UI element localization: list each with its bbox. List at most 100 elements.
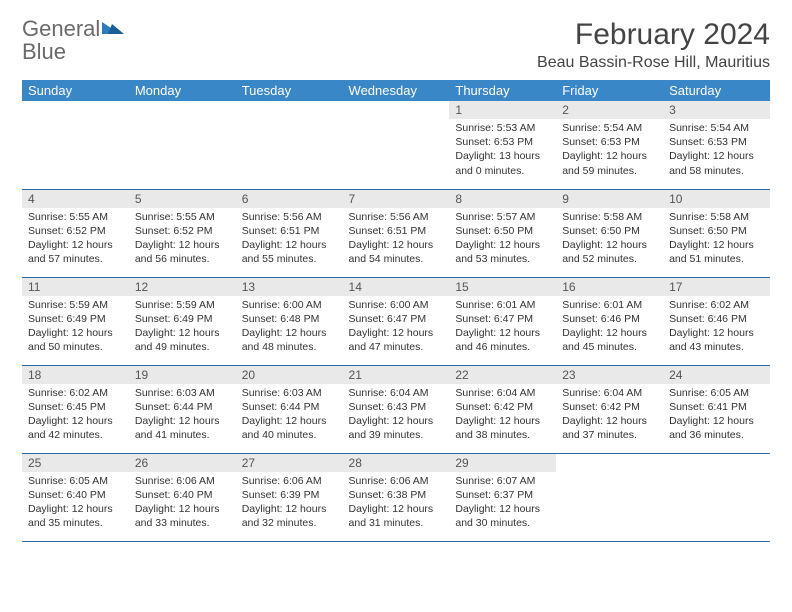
day-number: 24 — [663, 366, 770, 384]
calendar-cell: 12Sunrise: 5:59 AMSunset: 6:49 PMDayligh… — [129, 277, 236, 365]
sunrise-text: Sunrise: 6:07 AM — [455, 474, 550, 488]
calendar-cell-empty: .. — [343, 101, 450, 189]
weekday-header: Monday — [129, 80, 236, 101]
day-number: 17 — [663, 278, 770, 296]
sunrise-text: Sunrise: 5:55 AM — [28, 210, 123, 224]
sunrise-text: Sunrise: 5:54 AM — [562, 121, 657, 135]
calendar-cell: 25Sunrise: 6:05 AMSunset: 6:40 PMDayligh… — [22, 453, 129, 541]
weekday-header-row: SundayMondayTuesdayWednesdayThursdayFrid… — [22, 80, 770, 101]
day-details: Sunrise: 6:05 AMSunset: 6:40 PMDaylight:… — [22, 472, 129, 535]
day-details: Sunrise: 6:01 AMSunset: 6:47 PMDaylight:… — [449, 296, 556, 359]
sunrise-text: Sunrise: 5:58 AM — [669, 210, 764, 224]
day-details: Sunrise: 6:05 AMSunset: 6:41 PMDaylight:… — [663, 384, 770, 447]
day-details: Sunrise: 5:56 AMSunset: 6:51 PMDaylight:… — [343, 208, 450, 271]
sunrise-text: Sunrise: 5:56 AM — [349, 210, 444, 224]
day-number: 28 — [343, 454, 450, 472]
sunrise-text: Sunrise: 5:59 AM — [28, 298, 123, 312]
sunrise-text: Sunrise: 5:59 AM — [135, 298, 230, 312]
day-number: 10 — [663, 190, 770, 208]
sunrise-text: Sunrise: 6:04 AM — [562, 386, 657, 400]
sunset-text: Sunset: 6:44 PM — [242, 400, 337, 414]
daylight-text: Daylight: 12 hours and 52 minutes. — [562, 238, 657, 266]
day-details: Sunrise: 6:03 AMSunset: 6:44 PMDaylight:… — [236, 384, 343, 447]
day-number: 23 — [556, 366, 663, 384]
daylight-text: Daylight: 12 hours and 55 minutes. — [242, 238, 337, 266]
sunset-text: Sunset: 6:40 PM — [28, 488, 123, 502]
day-number: 22 — [449, 366, 556, 384]
daylight-text: Daylight: 12 hours and 39 minutes. — [349, 414, 444, 442]
calendar-week-row: ........1Sunrise: 5:53 AMSunset: 6:53 PM… — [22, 101, 770, 189]
day-details: Sunrise: 6:04 AMSunset: 6:42 PMDaylight:… — [556, 384, 663, 447]
day-number: 4 — [22, 190, 129, 208]
header-row: General Blue February 2024 Beau Bassin-R… — [22, 18, 770, 72]
weekday-header: Friday — [556, 80, 663, 101]
day-details: Sunrise: 6:06 AMSunset: 6:40 PMDaylight:… — [129, 472, 236, 535]
sunset-text: Sunset: 6:44 PM — [135, 400, 230, 414]
calendar-week-row: 18Sunrise: 6:02 AMSunset: 6:45 PMDayligh… — [22, 365, 770, 453]
sunset-text: Sunset: 6:47 PM — [349, 312, 444, 326]
calendar-cell: 26Sunrise: 6:06 AMSunset: 6:40 PMDayligh… — [129, 453, 236, 541]
weekday-header: Thursday — [449, 80, 556, 101]
day-number: 27 — [236, 454, 343, 472]
day-details: Sunrise: 5:53 AMSunset: 6:53 PMDaylight:… — [449, 119, 556, 182]
calendar-cell: 18Sunrise: 6:02 AMSunset: 6:45 PMDayligh… — [22, 365, 129, 453]
brand-text: General Blue — [22, 18, 124, 64]
sunrise-text: Sunrise: 6:01 AM — [455, 298, 550, 312]
sunset-text: Sunset: 6:53 PM — [455, 135, 550, 149]
sunrise-text: Sunrise: 6:02 AM — [669, 298, 764, 312]
sunset-text: Sunset: 6:47 PM — [455, 312, 550, 326]
sunset-text: Sunset: 6:42 PM — [455, 400, 550, 414]
sunrise-text: Sunrise: 6:02 AM — [28, 386, 123, 400]
day-number: 15 — [449, 278, 556, 296]
day-details: Sunrise: 5:55 AMSunset: 6:52 PMDaylight:… — [22, 208, 129, 271]
sunrise-text: Sunrise: 5:53 AM — [455, 121, 550, 135]
calendar-cell: 24Sunrise: 6:05 AMSunset: 6:41 PMDayligh… — [663, 365, 770, 453]
calendar-cell: 3Sunrise: 5:54 AMSunset: 6:53 PMDaylight… — [663, 101, 770, 189]
calendar-cell: 23Sunrise: 6:04 AMSunset: 6:42 PMDayligh… — [556, 365, 663, 453]
flag-icon — [102, 20, 124, 36]
sunrise-text: Sunrise: 5:58 AM — [562, 210, 657, 224]
sunset-text: Sunset: 6:41 PM — [669, 400, 764, 414]
sunrise-text: Sunrise: 6:06 AM — [135, 474, 230, 488]
daylight-text: Daylight: 12 hours and 35 minutes. — [28, 502, 123, 530]
sunrise-text: Sunrise: 6:00 AM — [349, 298, 444, 312]
sunrise-text: Sunrise: 5:57 AM — [455, 210, 550, 224]
sunrise-text: Sunrise: 6:05 AM — [669, 386, 764, 400]
sunset-text: Sunset: 6:51 PM — [349, 224, 444, 238]
sunset-text: Sunset: 6:51 PM — [242, 224, 337, 238]
day-details: Sunrise: 6:00 AMSunset: 6:48 PMDaylight:… — [236, 296, 343, 359]
day-details: Sunrise: 6:04 AMSunset: 6:43 PMDaylight:… — [343, 384, 450, 447]
weekday-header: Saturday — [663, 80, 770, 101]
calendar-cell: 21Sunrise: 6:04 AMSunset: 6:43 PMDayligh… — [343, 365, 450, 453]
daylight-text: Daylight: 13 hours and 0 minutes. — [455, 149, 550, 177]
calendar-cell: 15Sunrise: 6:01 AMSunset: 6:47 PMDayligh… — [449, 277, 556, 365]
daylight-text: Daylight: 12 hours and 53 minutes. — [455, 238, 550, 266]
daylight-text: Daylight: 12 hours and 48 minutes. — [242, 326, 337, 354]
weekday-header: Wednesday — [343, 80, 450, 101]
sunset-text: Sunset: 6:37 PM — [455, 488, 550, 502]
daylight-text: Daylight: 12 hours and 54 minutes. — [349, 238, 444, 266]
calendar-cell: 13Sunrise: 6:00 AMSunset: 6:48 PMDayligh… — [236, 277, 343, 365]
calendar-cell: 29Sunrise: 6:07 AMSunset: 6:37 PMDayligh… — [449, 453, 556, 541]
day-number: 5 — [129, 190, 236, 208]
day-number: 19 — [129, 366, 236, 384]
daylight-text: Daylight: 12 hours and 50 minutes. — [28, 326, 123, 354]
day-number: 26 — [129, 454, 236, 472]
sunset-text: Sunset: 6:52 PM — [135, 224, 230, 238]
calendar-cell-empty: .. — [663, 453, 770, 541]
sunrise-text: Sunrise: 6:01 AM — [562, 298, 657, 312]
day-number: 21 — [343, 366, 450, 384]
location-label: Beau Bassin-Rose Hill, Mauritius — [537, 54, 770, 72]
day-details: Sunrise: 5:59 AMSunset: 6:49 PMDaylight:… — [22, 296, 129, 359]
calendar-week-row: 11Sunrise: 5:59 AMSunset: 6:49 PMDayligh… — [22, 277, 770, 365]
sunset-text: Sunset: 6:38 PM — [349, 488, 444, 502]
sunset-text: Sunset: 6:50 PM — [669, 224, 764, 238]
day-number: 12 — [129, 278, 236, 296]
daylight-text: Daylight: 12 hours and 43 minutes. — [669, 326, 764, 354]
daylight-text: Daylight: 12 hours and 31 minutes. — [349, 502, 444, 530]
sunrise-text: Sunrise: 6:04 AM — [455, 386, 550, 400]
day-details: Sunrise: 5:55 AMSunset: 6:52 PMDaylight:… — [129, 208, 236, 271]
day-number: 16 — [556, 278, 663, 296]
calendar-cell-empty: .. — [236, 101, 343, 189]
daylight-text: Daylight: 12 hours and 46 minutes. — [455, 326, 550, 354]
